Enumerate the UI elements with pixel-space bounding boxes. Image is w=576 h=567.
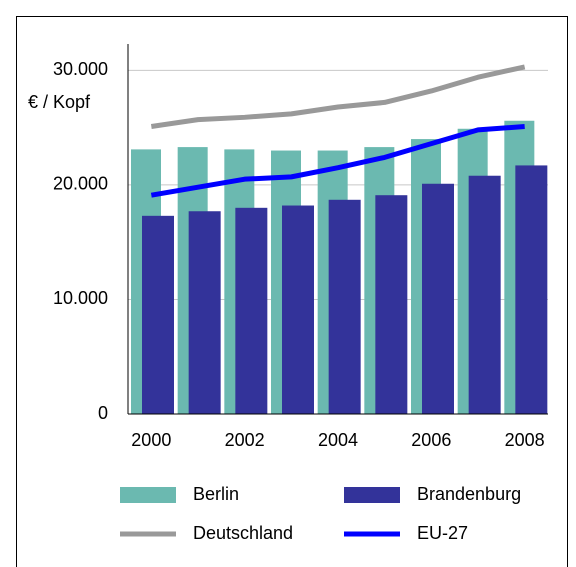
x-tick-label: 2004 (318, 430, 358, 450)
y-tick-label: 30.000 (53, 59, 108, 79)
frame (16, 16, 568, 567)
line-series (150, 123, 525, 198)
x-tick-label: 2008 (505, 430, 545, 450)
bar (375, 195, 408, 414)
y-tick-label: 10.000 (53, 288, 108, 308)
legend-label: Brandenburg (417, 484, 521, 504)
y-tick-label: 20.000 (53, 174, 108, 194)
line-series (150, 64, 526, 129)
x-tick-label: 2002 (225, 430, 265, 450)
legend-label: Deutschland (193, 523, 293, 543)
y-tick-label: 0 (98, 403, 108, 423)
bar (188, 211, 221, 414)
x-tick-label: 2000 (131, 430, 171, 450)
bar (422, 183, 454, 414)
bar (235, 207, 268, 414)
bar (468, 175, 501, 414)
legend-swatch (344, 487, 400, 503)
bar (328, 199, 361, 414)
legend-label: EU-27 (417, 523, 468, 543)
x-tick-label: 2006 (411, 430, 451, 450)
legend-label: Berlin (193, 484, 239, 504)
bar (282, 205, 314, 414)
y-axis-label: € / Kopf (28, 92, 91, 112)
bar (515, 165, 548, 414)
legend-swatch (120, 487, 176, 503)
bar (142, 215, 174, 414)
